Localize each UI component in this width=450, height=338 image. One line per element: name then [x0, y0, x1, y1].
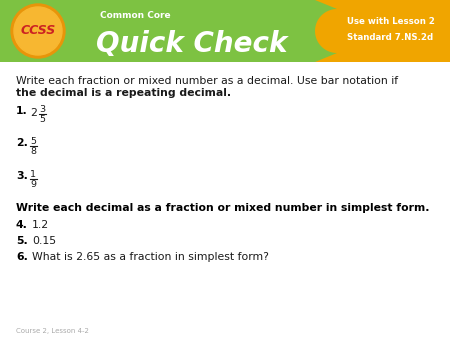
Text: 3: 3 — [39, 105, 45, 114]
Text: 5: 5 — [39, 115, 45, 124]
Polygon shape — [315, 0, 337, 62]
Text: Use with Lesson 2: Use with Lesson 2 — [346, 18, 434, 26]
Text: Common Core: Common Core — [100, 11, 171, 21]
Text: Quick Check: Quick Check — [96, 30, 288, 58]
Text: 2.: 2. — [16, 138, 28, 148]
Circle shape — [14, 7, 62, 55]
Text: 5.: 5. — [16, 236, 28, 246]
Text: Write each fraction or mixed number as a decimal. Use bar notation if: Write each fraction or mixed number as a… — [16, 76, 398, 86]
Text: 4.: 4. — [16, 220, 28, 230]
Text: 0.15: 0.15 — [32, 236, 56, 246]
Text: Course 2, Lesson 4-2: Course 2, Lesson 4-2 — [16, 328, 89, 334]
Text: 9: 9 — [30, 180, 36, 189]
Text: 6.: 6. — [16, 252, 28, 262]
Text: Write each decimal as a fraction or mixed number in simplest form.: Write each decimal as a fraction or mixe… — [16, 203, 429, 213]
FancyBboxPatch shape — [315, 0, 450, 62]
Text: Standard 7.NS.2d: Standard 7.NS.2d — [347, 33, 433, 43]
Circle shape — [11, 4, 65, 58]
Text: 3.: 3. — [16, 171, 28, 181]
Text: 1: 1 — [30, 170, 36, 179]
Text: 5: 5 — [30, 137, 36, 146]
Text: the decimal is a repeating decimal.: the decimal is a repeating decimal. — [16, 88, 231, 98]
FancyBboxPatch shape — [0, 0, 450, 62]
Text: CCSS: CCSS — [20, 24, 56, 38]
Text: 1.: 1. — [16, 106, 28, 116]
Text: What is 2.65 as a fraction in simplest form?: What is 2.65 as a fraction in simplest f… — [32, 252, 269, 262]
Text: 1.2: 1.2 — [32, 220, 49, 230]
Text: 8: 8 — [30, 147, 36, 156]
Text: 2: 2 — [30, 108, 37, 118]
